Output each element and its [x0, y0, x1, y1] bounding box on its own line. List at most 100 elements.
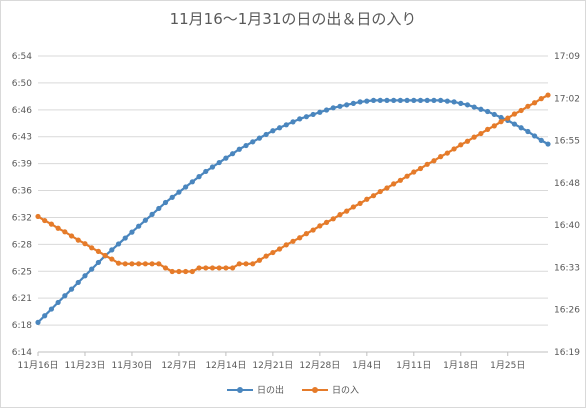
data-point-0: [438, 97, 444, 103]
data-point-0: [75, 279, 81, 286]
x-tick-label: 12月28日: [299, 360, 340, 371]
data-point-1: [525, 103, 531, 109]
right-tick-label: 16:33: [554, 263, 580, 273]
data-point-0: [183, 184, 189, 190]
left-tick-label: 6:28: [12, 240, 32, 250]
right-tick-label: 16:55: [554, 137, 580, 147]
data-point-0: [169, 194, 175, 200]
data-point-1: [68, 233, 75, 239]
data-point-1: [417, 165, 424, 172]
data-point-0: [511, 121, 518, 127]
data-point-0: [310, 111, 316, 118]
data-point-1: [511, 111, 518, 117]
data-point-1: [203, 265, 209, 271]
data-point-0: [458, 100, 464, 106]
data-point-0: [176, 189, 182, 195]
axes: [37, 351, 548, 356]
data-point-0: [478, 106, 484, 112]
data-point-0: [357, 99, 363, 105]
left-tick-label: 6:25: [12, 267, 32, 277]
data-point-0: [545, 141, 551, 147]
data-point-1: [189, 268, 195, 275]
data-point-0: [223, 155, 229, 161]
x-tick-label: 12月21日: [252, 360, 293, 371]
data-point-1: [404, 173, 410, 179]
data-point-0: [491, 111, 497, 118]
data-point-1: [444, 150, 450, 156]
data-point-0: [431, 97, 437, 103]
data-point-1: [283, 242, 289, 248]
data-point-0: [444, 98, 450, 104]
data-point-1: [491, 123, 497, 129]
data-point-0: [531, 133, 538, 139]
x-tick-label: 11月16日: [18, 360, 59, 371]
data-point-1: [223, 265, 229, 271]
data-point-0: [62, 293, 68, 299]
data-point-0: [391, 97, 397, 103]
data-point-1: [250, 261, 256, 267]
data-point-1: [129, 261, 135, 267]
data-point-1: [303, 231, 310, 237]
data-point-0: [95, 259, 101, 266]
data-point-0: [162, 199, 169, 206]
series-group: [35, 92, 551, 325]
data-point-1: [122, 261, 128, 267]
left-tick-label: 6:21: [12, 294, 32, 304]
data-point-1: [344, 208, 350, 214]
data-point-0: [370, 97, 377, 103]
data-point-0: [498, 114, 504, 121]
data-point-0: [209, 164, 216, 170]
data-point-1: [310, 227, 316, 233]
x-tick-label: 12月7日: [161, 360, 196, 371]
data-point-1: [485, 126, 491, 133]
data-point-1: [263, 253, 269, 259]
data-point-1: [290, 238, 296, 244]
data-point-1: [545, 92, 551, 98]
right-tick-label: 17:09: [554, 52, 580, 62]
data-point-0: [89, 266, 95, 272]
legend-label-sunrise: 日の出: [256, 386, 284, 396]
right-tick-label: 16:26: [554, 306, 580, 316]
data-point-1: [243, 261, 249, 267]
data-point-0: [230, 151, 236, 157]
data-point-1: [451, 146, 457, 152]
data-point-1: [397, 177, 403, 183]
data-point-1: [156, 261, 162, 267]
data-point-1: [411, 169, 417, 175]
data-point-1: [109, 256, 115, 262]
x-tick-label: 11月30日: [111, 360, 152, 371]
data-point-1: [431, 158, 437, 164]
data-point-1: [337, 212, 343, 218]
legend-item-sunrise: 日の出: [226, 383, 284, 396]
data-point-0: [451, 99, 457, 105]
left-tick-label: 6:46: [12, 106, 32, 116]
data-point-1: [350, 204, 356, 210]
data-point-0: [471, 104, 477, 110]
data-point-0: [397, 97, 403, 103]
left-tick-label: 6:14: [12, 348, 32, 358]
data-point-0: [337, 103, 343, 109]
data-point-0: [82, 273, 88, 279]
data-point-0: [35, 319, 41, 325]
data-point-0: [136, 223, 142, 229]
left-tick-label: 6:32: [12, 213, 32, 223]
data-point-0: [404, 97, 410, 103]
left-tick-label: 6:54: [12, 52, 32, 62]
data-point-0: [122, 235, 128, 241]
left-tick-label: 6:36: [12, 187, 32, 197]
data-point-0: [236, 146, 242, 152]
data-point-0: [518, 125, 524, 131]
data-point-0: [196, 174, 202, 180]
data-point-1: [82, 241, 88, 247]
data-point-0: [364, 98, 370, 104]
data-point-1: [384, 185, 390, 191]
left-tick-label: 6:39: [12, 160, 32, 170]
data-point-0: [417, 97, 424, 103]
data-point-0: [115, 241, 122, 247]
data-point-0: [303, 114, 310, 120]
data-point-1: [42, 217, 48, 224]
data-point-1: [149, 261, 155, 267]
right-tick-label: 17:02: [554, 94, 580, 104]
data-point-0: [216, 159, 222, 166]
legend-item-sunset: 日の入: [302, 383, 359, 396]
